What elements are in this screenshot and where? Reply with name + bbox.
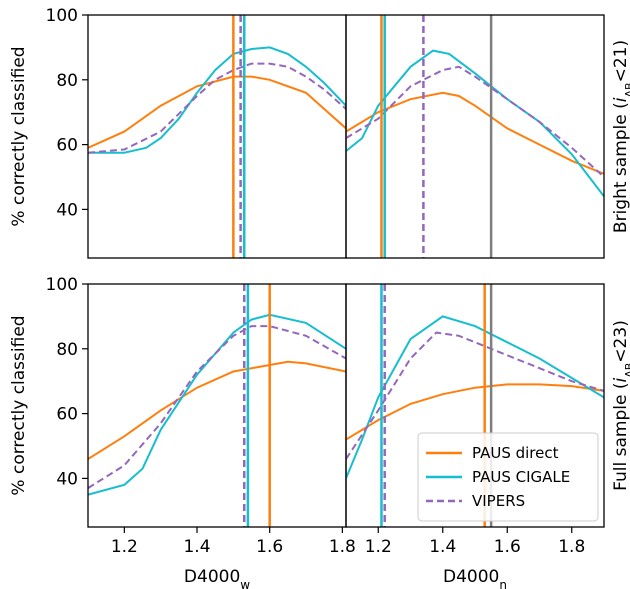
x-label-sub: w bbox=[240, 578, 250, 589]
y-tick-label: 100 bbox=[46, 6, 78, 26]
series-line bbox=[88, 325, 346, 489]
y-axis-label: % correctly classified bbox=[9, 315, 29, 495]
panel: 40 60 80 100 1.2 1.4 1.6 1.8 % correctly classif… bbox=[9, 275, 356, 589]
x-tick-label: 1.2 bbox=[111, 537, 138, 557]
y-tick-label: 60 bbox=[56, 136, 78, 156]
y-tick-label: 80 bbox=[56, 71, 78, 91]
x-tick-label: 1.4 bbox=[183, 537, 210, 557]
side-label-end: <23) bbox=[611, 320, 630, 363]
legend-label: PAUS direct bbox=[472, 444, 559, 462]
axes-frame bbox=[87, 283, 347, 528]
side-label-main: Bright sample ( bbox=[611, 102, 630, 233]
axes-frame bbox=[87, 14, 347, 259]
y-tick-label: 40 bbox=[56, 200, 78, 220]
y-tick-label: 60 bbox=[56, 405, 78, 425]
x-axis-label: D4000n bbox=[443, 567, 507, 589]
legend-box bbox=[417, 432, 599, 522]
series-line bbox=[88, 62, 346, 154]
series-line bbox=[346, 65, 604, 178]
panel: Bright sample (iAB<21) bbox=[345, 14, 630, 259]
series-line bbox=[346, 383, 604, 441]
series-line bbox=[88, 46, 346, 154]
series-line bbox=[88, 75, 346, 149]
x-tick-label: 1.6 bbox=[256, 537, 283, 557]
x-tick-label: 1.2 bbox=[365, 537, 392, 557]
y-tick-label: 80 bbox=[56, 340, 78, 360]
side-label-end: <21) bbox=[611, 40, 630, 83]
x-tick-label: 1.4 bbox=[429, 537, 456, 557]
side-label-sub: AB bbox=[623, 82, 630, 97]
legend-label: PAUS CIGALE bbox=[472, 468, 570, 486]
y-tick-label: 40 bbox=[56, 469, 78, 489]
x-tick-label: 1.6 bbox=[494, 537, 521, 557]
axes-frame bbox=[345, 283, 605, 528]
series-line bbox=[346, 49, 604, 198]
side-label-sub: AB bbox=[623, 363, 630, 378]
series-line bbox=[88, 360, 346, 460]
panel: 40 60 80 100 % correctly classified bbox=[9, 6, 347, 259]
x-label-main: D4000 bbox=[184, 567, 240, 587]
x-tick-label: 1.8 bbox=[558, 537, 585, 557]
series-line bbox=[346, 91, 604, 175]
x-tick-label: 1.8 bbox=[329, 537, 356, 557]
series-line bbox=[346, 331, 604, 460]
axes-frame bbox=[345, 14, 605, 259]
y-tick-label: 100 bbox=[46, 275, 78, 295]
y-axis-label: % correctly classified bbox=[9, 46, 29, 226]
x-label-main: D4000 bbox=[443, 567, 499, 587]
side-label-italic: i bbox=[611, 378, 630, 383]
panel: 1.2 1.4 1.6 1.8 D4000n Full sample (iAB<23) PA… bbox=[345, 283, 630, 589]
legend: PAUS direct PAUS CIGALE VIPERS bbox=[417, 432, 599, 522]
side-label-italic: i bbox=[611, 97, 630, 102]
legend-label: VIPERS bbox=[472, 492, 525, 510]
x-label-sub: n bbox=[499, 578, 507, 589]
side-label: Bright sample (iAB<21) bbox=[611, 40, 630, 233]
series-line bbox=[88, 313, 346, 496]
series-line bbox=[346, 315, 604, 479]
x-axis-label: D4000w bbox=[184, 567, 250, 589]
side-label-main: Full sample ( bbox=[611, 383, 630, 491]
side-label: Full sample (iAB<23) bbox=[611, 320, 630, 491]
